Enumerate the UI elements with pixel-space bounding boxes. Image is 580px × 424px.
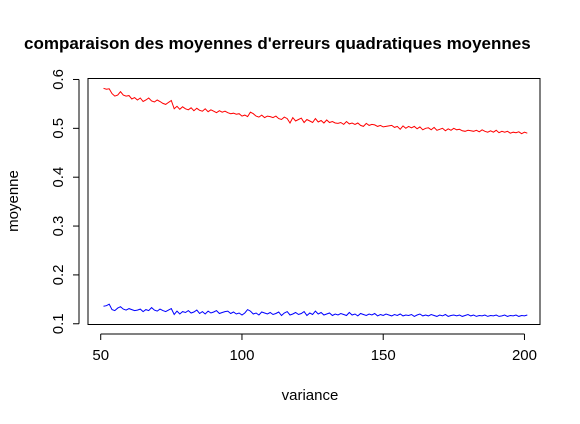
y-axis: 0.1 0.2 0.3 0.4 0.5 0.6 [50, 69, 80, 334]
series-line-2 [103, 303, 528, 317]
y-tick-label: 0.5 [50, 118, 67, 139]
x-tick-label: 150 [371, 347, 396, 364]
x-axis-label: variance [282, 387, 339, 404]
plot-box [87, 78, 541, 325]
y-axis-label: moyenne [5, 170, 22, 232]
x-axis: 50 100 150 200 [92, 333, 537, 364]
chart-title: comparaison des moyennes d'erreurs quadr… [24, 34, 531, 53]
y-tick-label: 0.2 [50, 264, 67, 285]
y-tick-label: 0.3 [50, 216, 67, 237]
y-tick-label: 0.4 [50, 167, 67, 188]
y-tick-label: 0.1 [50, 313, 67, 334]
x-tick-label: 50 [92, 347, 109, 364]
series-line-1 [103, 87, 528, 135]
y-tick-label: 0.6 [50, 69, 67, 90]
series-layer [103, 87, 528, 317]
x-tick-label: 200 [512, 347, 537, 364]
x-tick-label: 100 [229, 347, 254, 364]
